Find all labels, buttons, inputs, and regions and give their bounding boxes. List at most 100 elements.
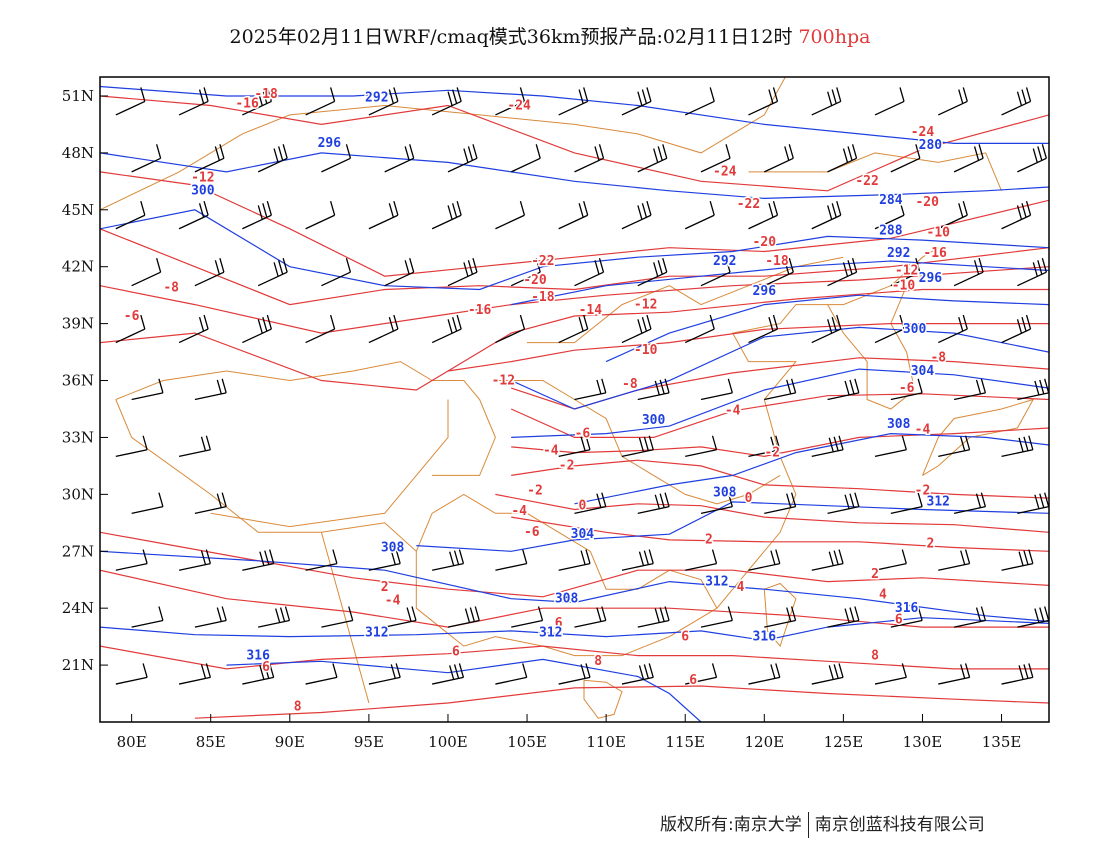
height-isoline (510, 326, 1049, 410)
wind-barb (748, 435, 781, 458)
wind-barb (432, 663, 465, 685)
temperature-label: 6 (555, 616, 563, 631)
lat-label: 33N (62, 428, 94, 446)
wind-barb (637, 492, 670, 514)
temperature-label: -18 (765, 254, 789, 269)
temperature-label: -20 (915, 195, 939, 210)
wind-barb (431, 201, 462, 230)
wind-barb (827, 606, 860, 628)
temperature-label: -18 (531, 290, 555, 305)
temperature-isoline (100, 531, 1049, 598)
wind-barb (131, 378, 164, 401)
height-contours (100, 85, 1049, 722)
temperature-label: -12 (492, 373, 515, 388)
temperature-isoline (511, 357, 1049, 410)
boundary-layer (100, 77, 1035, 719)
wind-barb (242, 663, 275, 685)
wind-barb (953, 257, 984, 287)
wind-barb (1001, 663, 1034, 685)
temperature-isoline (495, 493, 1049, 533)
temperature-label: 8 (294, 700, 302, 715)
temperature-label: 6 (452, 645, 460, 660)
wind-barb (558, 549, 591, 571)
temperature-label: -2 (527, 483, 543, 498)
pressure-level: 700hpa (798, 26, 871, 48)
temperature-label: -8 (163, 280, 179, 295)
wind-barb (447, 257, 478, 287)
wind-barb (700, 606, 733, 628)
height-label: 296 (318, 136, 342, 151)
wind-barb (874, 663, 907, 685)
wind-barb (510, 144, 541, 173)
temperature-label: 2 (871, 567, 879, 582)
boundary-line (115, 399, 543, 647)
wind-barb (574, 144, 605, 173)
height-isoline (511, 368, 1049, 438)
wind-barb (938, 663, 971, 685)
temperature-label: -8 (622, 377, 638, 392)
wind-barb (384, 606, 417, 628)
wind-barb (938, 549, 971, 571)
wind-barb (811, 435, 844, 458)
wind-barb (827, 144, 858, 173)
height-label: 308 (555, 591, 579, 606)
boundary-line (210, 399, 449, 528)
height-label: 312 (927, 495, 950, 510)
wind-barb (890, 378, 923, 401)
temperature-label: 6 (895, 612, 903, 627)
lat-label: 24N (62, 599, 94, 617)
temperature-label: -22 (855, 174, 878, 189)
lat-label: 27N (62, 542, 94, 560)
wind-barb (890, 492, 923, 514)
height-label: 296 (919, 271, 943, 286)
wind-barb (1017, 606, 1049, 628)
wind-barb (510, 257, 541, 287)
temperature-label: 8 (871, 648, 879, 663)
temperature-isoline (100, 645, 1049, 670)
wind-barb (637, 378, 670, 401)
lat-label: 51N (62, 87, 94, 105)
wind-barb (368, 87, 399, 116)
temperature-label: -4 (725, 404, 741, 419)
wind-barb (495, 201, 526, 230)
wind-barb (953, 378, 987, 401)
wind-barb (178, 435, 212, 458)
wind-barb (621, 87, 652, 116)
wind-barb (938, 201, 968, 230)
lon-label: 120E (745, 733, 785, 751)
wind-barb (1001, 314, 1032, 344)
lon-label: 80E (117, 733, 147, 751)
temperature-label: -18 (254, 87, 278, 102)
temperature-label: -24 (713, 165, 737, 180)
wind-barb (384, 144, 415, 173)
temperature-label: -6 (899, 381, 915, 396)
wind-barb (1001, 549, 1034, 571)
wind-barb (384, 257, 415, 287)
lat-label: 21N (62, 656, 94, 674)
wind-barb (621, 314, 652, 344)
lat-label: 48N (62, 144, 94, 162)
wind-barb (764, 257, 794, 287)
temperature-isoline (511, 516, 1049, 552)
wind-barbs (115, 87, 1049, 685)
boundary-line (748, 152, 1002, 191)
temperature-label: -22 (531, 254, 554, 269)
temperature-label: 0 (578, 499, 586, 514)
wind-barb (764, 606, 797, 628)
wind-barb (621, 549, 654, 571)
wind-barb (574, 257, 605, 287)
wind-barb (368, 314, 399, 344)
wind-barb (953, 606, 987, 628)
wind-barb (178, 549, 212, 571)
height-label: 308 (713, 485, 737, 500)
lon-label: 85E (196, 733, 226, 751)
temperature-label: -12 (191, 170, 214, 185)
wind-barb (131, 257, 162, 287)
wind-barb (131, 492, 164, 514)
height-label: 316 (895, 601, 919, 616)
height-isoline (416, 501, 1049, 552)
wind-barb (115, 314, 146, 344)
wind-barb (811, 663, 844, 685)
wind-barb (368, 663, 401, 685)
height-isoline (100, 617, 1049, 642)
